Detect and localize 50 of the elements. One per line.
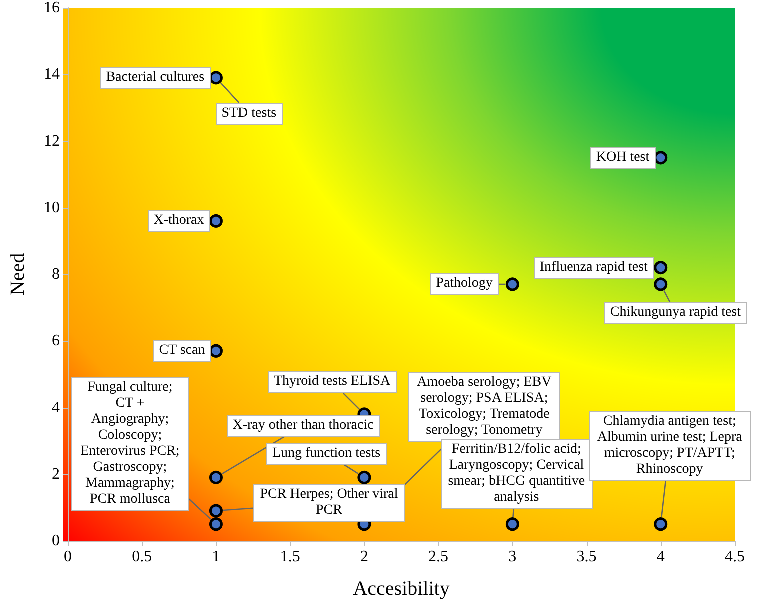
point bbox=[209, 518, 223, 532]
y-tick-label: 6 bbox=[52, 332, 60, 350]
y-tick-label: 14 bbox=[44, 66, 60, 84]
annotation: Influenza rapid test bbox=[534, 256, 654, 279]
annotation: Chlamydia antigen test; Albumin urine test; Lepra microscopy; PT/APTT; Rhinoscopy bbox=[588, 411, 751, 482]
y-tick-label: 2 bbox=[52, 466, 60, 483]
point bbox=[358, 470, 372, 484]
point bbox=[209, 470, 223, 484]
annotation: Pathology bbox=[430, 273, 499, 296]
x-tick-label: 4.5 bbox=[725, 548, 745, 566]
x-tick-label: 0.5 bbox=[132, 548, 152, 566]
annotation: STD tests bbox=[216, 102, 283, 125]
x-tick-label: 2.5 bbox=[428, 548, 449, 566]
y-tick-label: 10 bbox=[44, 199, 60, 216]
point bbox=[654, 518, 668, 532]
x-axis-title: Accesibility bbox=[353, 578, 450, 600]
point bbox=[209, 214, 223, 228]
x-tick-label: 3 bbox=[508, 548, 517, 566]
annotation: X-thorax bbox=[148, 210, 210, 232]
point bbox=[654, 151, 668, 165]
point bbox=[209, 344, 223, 358]
annotation: Bacterial cultures bbox=[100, 66, 211, 89]
point bbox=[209, 504, 223, 518]
annotation: CT scan bbox=[153, 340, 212, 362]
point bbox=[209, 71, 223, 85]
y-tick-label: 8 bbox=[52, 266, 60, 283]
annotation: Ferritin/B12/folic acid; Laryngoscopy; Cervical smear; bHCG quantitive analysis bbox=[440, 439, 593, 510]
annotation: Chikungunya rapid test bbox=[604, 302, 748, 324]
annotation: Fungal culture; CT + Angiography; Coloscopy; Enterovirus PCR; Gastroscopy; Mammagraphy; PCR mollusca bbox=[71, 377, 190, 512]
point bbox=[506, 518, 520, 532]
y-tick-label: 0 bbox=[52, 532, 60, 550]
y-tick-label: 12 bbox=[44, 132, 60, 150]
x-tick-label: 1 bbox=[212, 548, 220, 566]
x-tick-label: 4 bbox=[656, 548, 665, 566]
y-tick-label: 4 bbox=[52, 399, 60, 416]
point bbox=[506, 278, 520, 292]
annotation: Lung function tests bbox=[266, 442, 387, 465]
annotation: Amoeba serology; EBV serology; PSA ELISA; Toxicology; Trematode serology; Tonometry bbox=[408, 372, 560, 442]
x-tick-label: 3.5 bbox=[576, 548, 597, 566]
annotation: KOH test bbox=[590, 146, 656, 169]
y-axis-title: Need bbox=[7, 253, 29, 296]
x-tick-label: 1.5 bbox=[280, 548, 300, 566]
x-tick-label: 2 bbox=[360, 548, 368, 566]
annotation: PCR Herpes; Other viral PCR bbox=[253, 484, 406, 522]
annotation: Thyroid tests ELISA bbox=[268, 371, 397, 394]
x-tick-label: 0 bbox=[64, 548, 72, 566]
point bbox=[654, 278, 668, 292]
y-tick-label: 16 bbox=[44, 0, 60, 16]
annotation: X-ray other than thoracic bbox=[226, 414, 380, 437]
point bbox=[654, 261, 668, 275]
